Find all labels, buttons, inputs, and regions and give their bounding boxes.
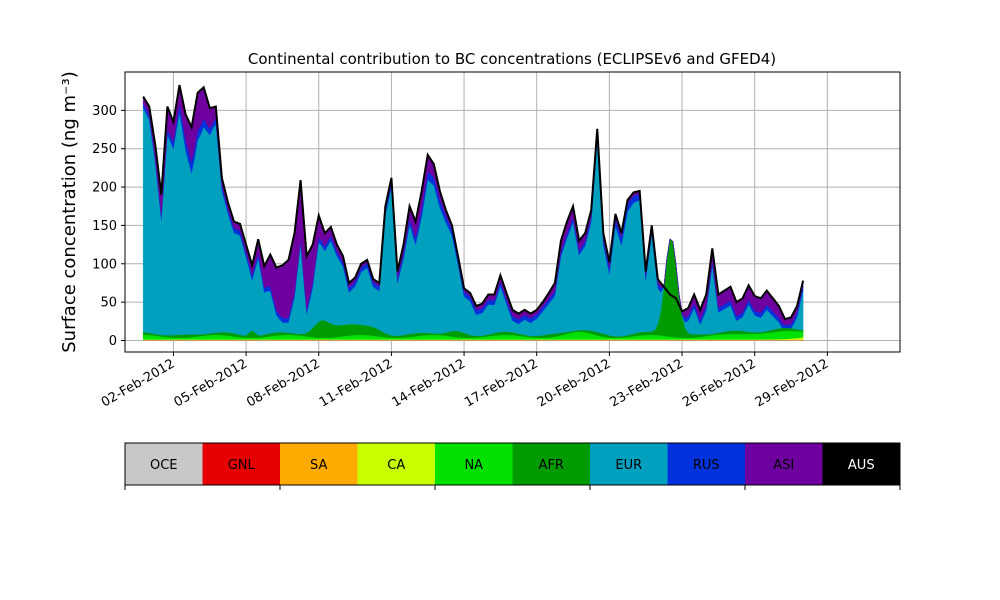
legend-label: RUS	[693, 458, 720, 473]
x-tick-label: 11-Feb-2012	[317, 356, 396, 410]
x-tick-label: 14-Feb-2012	[390, 356, 469, 410]
y-tick-label: 0	[109, 334, 117, 349]
x-tick-label: 17-Feb-2012	[462, 356, 541, 410]
y-tick-label: 200	[92, 181, 117, 196]
legend-swatch-gnl	[202, 443, 280, 485]
y-tick-label: 250	[92, 142, 117, 157]
x-tick-label: 23-Feb-2012	[607, 356, 686, 410]
legend-swatch-rus	[667, 443, 745, 485]
legend-swatch-ca	[357, 443, 435, 485]
plot-area: 0 50 100 150 200 250 300 02-Feb-201205-Feb-2012…	[92, 71, 901, 410]
chart-title: Continental contribution to BC concentra…	[248, 50, 776, 68]
legend-label: AFR	[539, 458, 564, 473]
legend-swatch-na	[435, 443, 513, 485]
legend-swatch-oce	[125, 443, 203, 485]
x-tick-label: 05-Feb-2012	[172, 356, 251, 410]
legend-frame	[124, 442, 901, 486]
plot-frame	[124, 71, 901, 353]
legend: OCE GNL SA CA NA AFR EUR RUS ASI AUS	[124, 442, 901, 490]
legend-label: GNL	[228, 458, 256, 473]
x-tick-label: 29-Feb-2012	[753, 356, 832, 410]
legend-label: CA	[387, 458, 405, 473]
y-tick-label: 50	[100, 296, 117, 311]
x-tick-label: 26-Feb-2012	[680, 356, 759, 410]
legend-swatch-asi	[745, 443, 823, 485]
legend-label: EUR	[615, 458, 642, 473]
legend-label: AUS	[848, 458, 875, 473]
legend-swatch-afr	[512, 443, 590, 485]
legend-swatch-sa	[280, 443, 358, 485]
legend-label: ASI	[773, 458, 794, 473]
series-line-aus	[142, 84, 805, 321]
legend-label: OCE	[150, 458, 178, 473]
y-tick-label: 300	[92, 104, 117, 119]
legend-swatch-eur	[590, 443, 668, 485]
legend-swatch-aus	[822, 443, 900, 485]
y-tick-label: 100	[92, 257, 117, 272]
x-tick-label: 08-Feb-2012	[244, 356, 323, 410]
legend-label: SA	[310, 458, 327, 473]
x-tick-label: 02-Feb-2012	[99, 356, 178, 410]
x-tick-label: 20-Feb-2012	[535, 356, 614, 410]
y-tick-label: 150	[92, 219, 117, 234]
legend-label: NA	[464, 458, 483, 473]
y-axis-label: Surface concentration (ng m⁻³)	[59, 71, 80, 353]
